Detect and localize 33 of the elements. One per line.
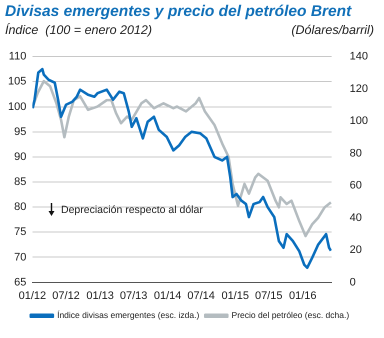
x-tick-label: 07/15 — [254, 290, 282, 302]
y2-tick-label: 120 — [350, 82, 368, 95]
y2-axis-title: (Dólares/barril) — [291, 23, 374, 37]
y2-tick-label: 140 — [350, 50, 368, 63]
y2-tick-label: 20 — [350, 244, 362, 256]
x-tick-label: 01/12 — [18, 290, 46, 302]
x-tick-label: 01/15 — [221, 290, 249, 302]
y2-tick-label: 100 — [350, 115, 368, 128]
y-tick-label: 70 — [14, 251, 26, 264]
x-tick-label: 01/14 — [154, 290, 182, 302]
y-tick-label: 110 — [8, 50, 26, 63]
x-tick-label: 01/16 — [289, 290, 317, 302]
chart-title: Divisas emergentes y precio del petróleo Brent — [5, 3, 352, 21]
y-tick-label: 65 — [14, 276, 26, 288]
y-axis-title: Índice (100 = enero 2012) — [5, 23, 152, 37]
y-tick-label: 85 — [14, 176, 26, 188]
y-tick-label: 75 — [14, 226, 26, 238]
x-tick-label: 07/13 — [120, 290, 148, 302]
x-tick-label: 01/13 — [86, 290, 114, 302]
x-tick-label: 07/12 — [52, 290, 80, 302]
legend-label: Precio del petróleo (esc. dcha.) — [232, 310, 350, 320]
y-tick-label: 100 — [8, 100, 26, 113]
annotation: Depreciación respecto al dólar — [61, 204, 203, 216]
y-tick-label: 95 — [14, 126, 26, 138]
y2-tick-label: 80 — [350, 147, 362, 160]
y2-tick-label: 60 — [350, 180, 362, 192]
y-tick-label: 105 — [8, 76, 26, 88]
legend-label: Índice divisas emergentes (esc. izda.) — [57, 310, 200, 320]
x-tick-label: 07/14 — [187, 290, 215, 302]
y2-tick-label: 0 — [350, 276, 356, 288]
y-tick-label: 90 — [14, 150, 26, 163]
y2-tick-label: 40 — [350, 212, 362, 224]
y-tick-label: 80 — [14, 201, 26, 214]
